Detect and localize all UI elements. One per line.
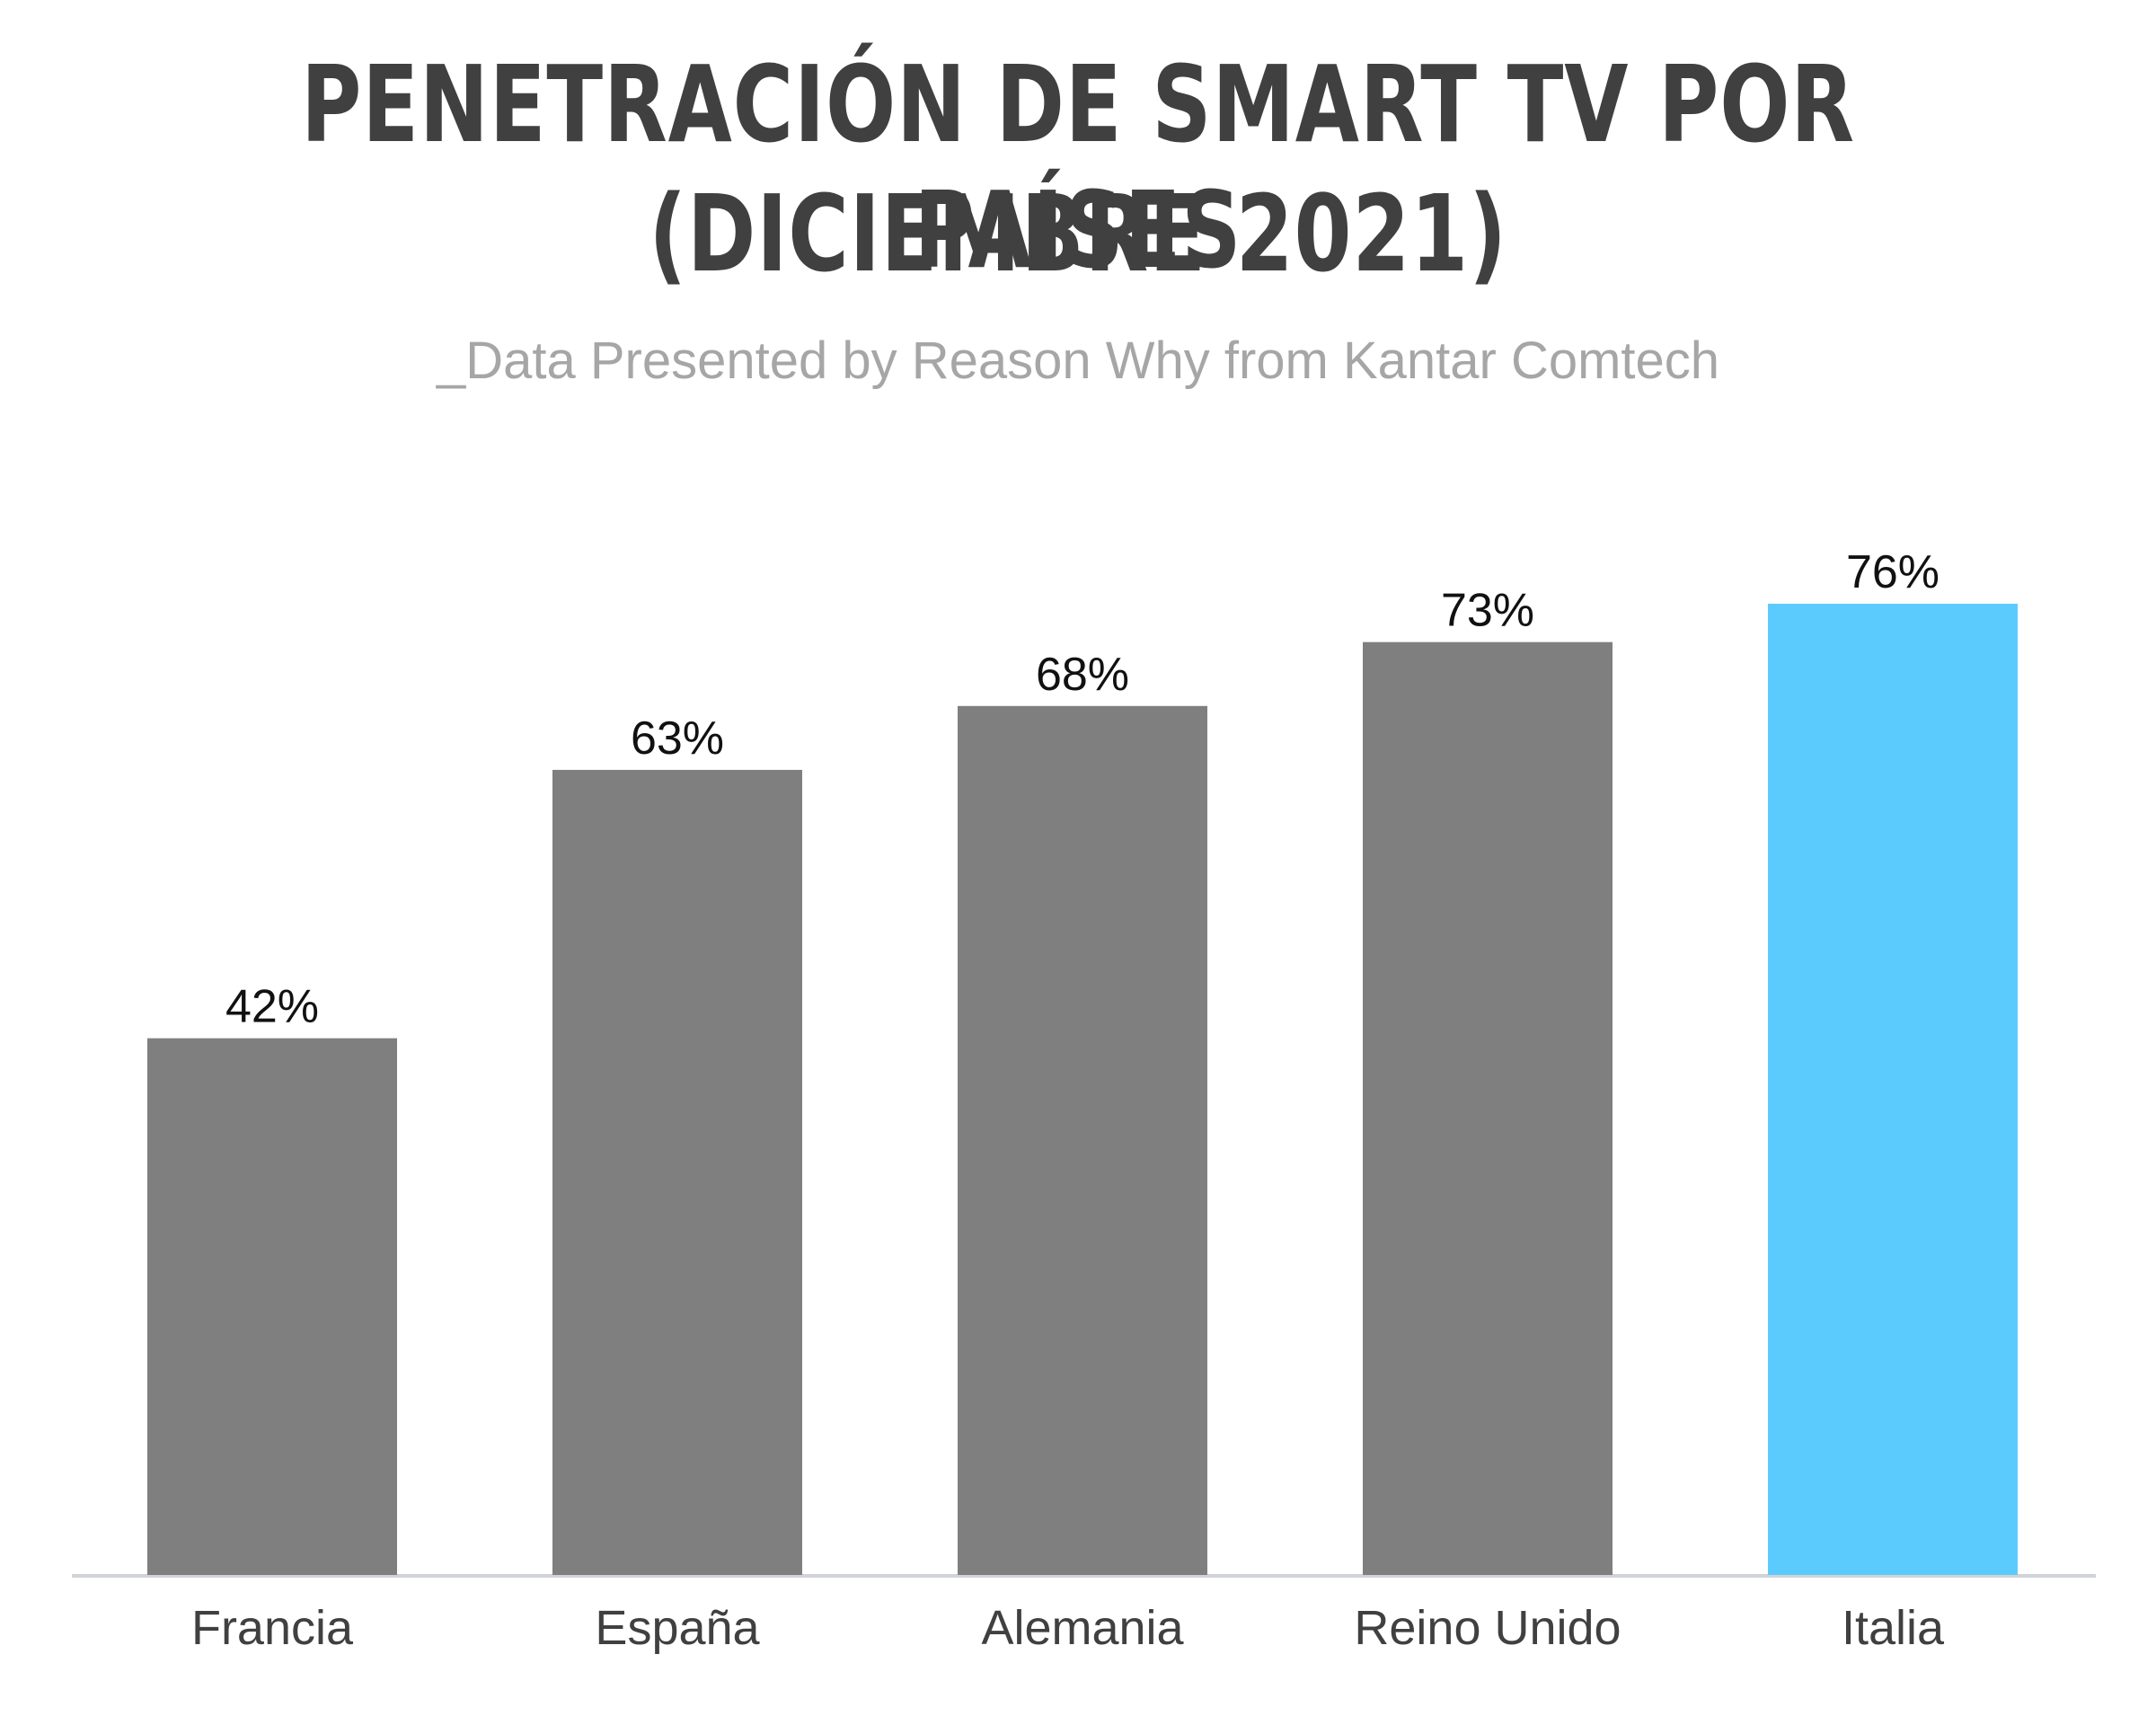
chart-title-line-1: PENETRACIÓN DE SMART TV POR PAÍSES xyxy=(301,42,1855,292)
value-label-españa: 63% xyxy=(631,712,724,765)
bar-españa xyxy=(552,769,802,1575)
bar-francia xyxy=(147,1038,397,1575)
category-label-italia: Italia xyxy=(1842,1601,1945,1655)
category-label-reino-unido: Reino Unido xyxy=(1354,1601,1621,1655)
value-label-italia: 76% xyxy=(1846,546,1940,598)
value-label-alemania: 68% xyxy=(1036,649,1129,701)
value-label-francia: 42% xyxy=(225,981,319,1033)
value-label-reino-unido: 73% xyxy=(1441,585,1534,637)
category-label-francia: Francia xyxy=(191,1601,354,1655)
bar-reino-unido xyxy=(1363,641,1613,1575)
category-label-españa: España xyxy=(595,1601,760,1655)
bar-italia xyxy=(1768,604,2018,1575)
chart-subtitle: _Data Presented by Reason Why from Kanta… xyxy=(436,332,1720,390)
bar-alemania xyxy=(958,705,1207,1575)
category-label-alemania: Alemania xyxy=(981,1601,1184,1655)
chart-title-line-2: (DICIEMBRE 2021) xyxy=(649,172,1507,296)
